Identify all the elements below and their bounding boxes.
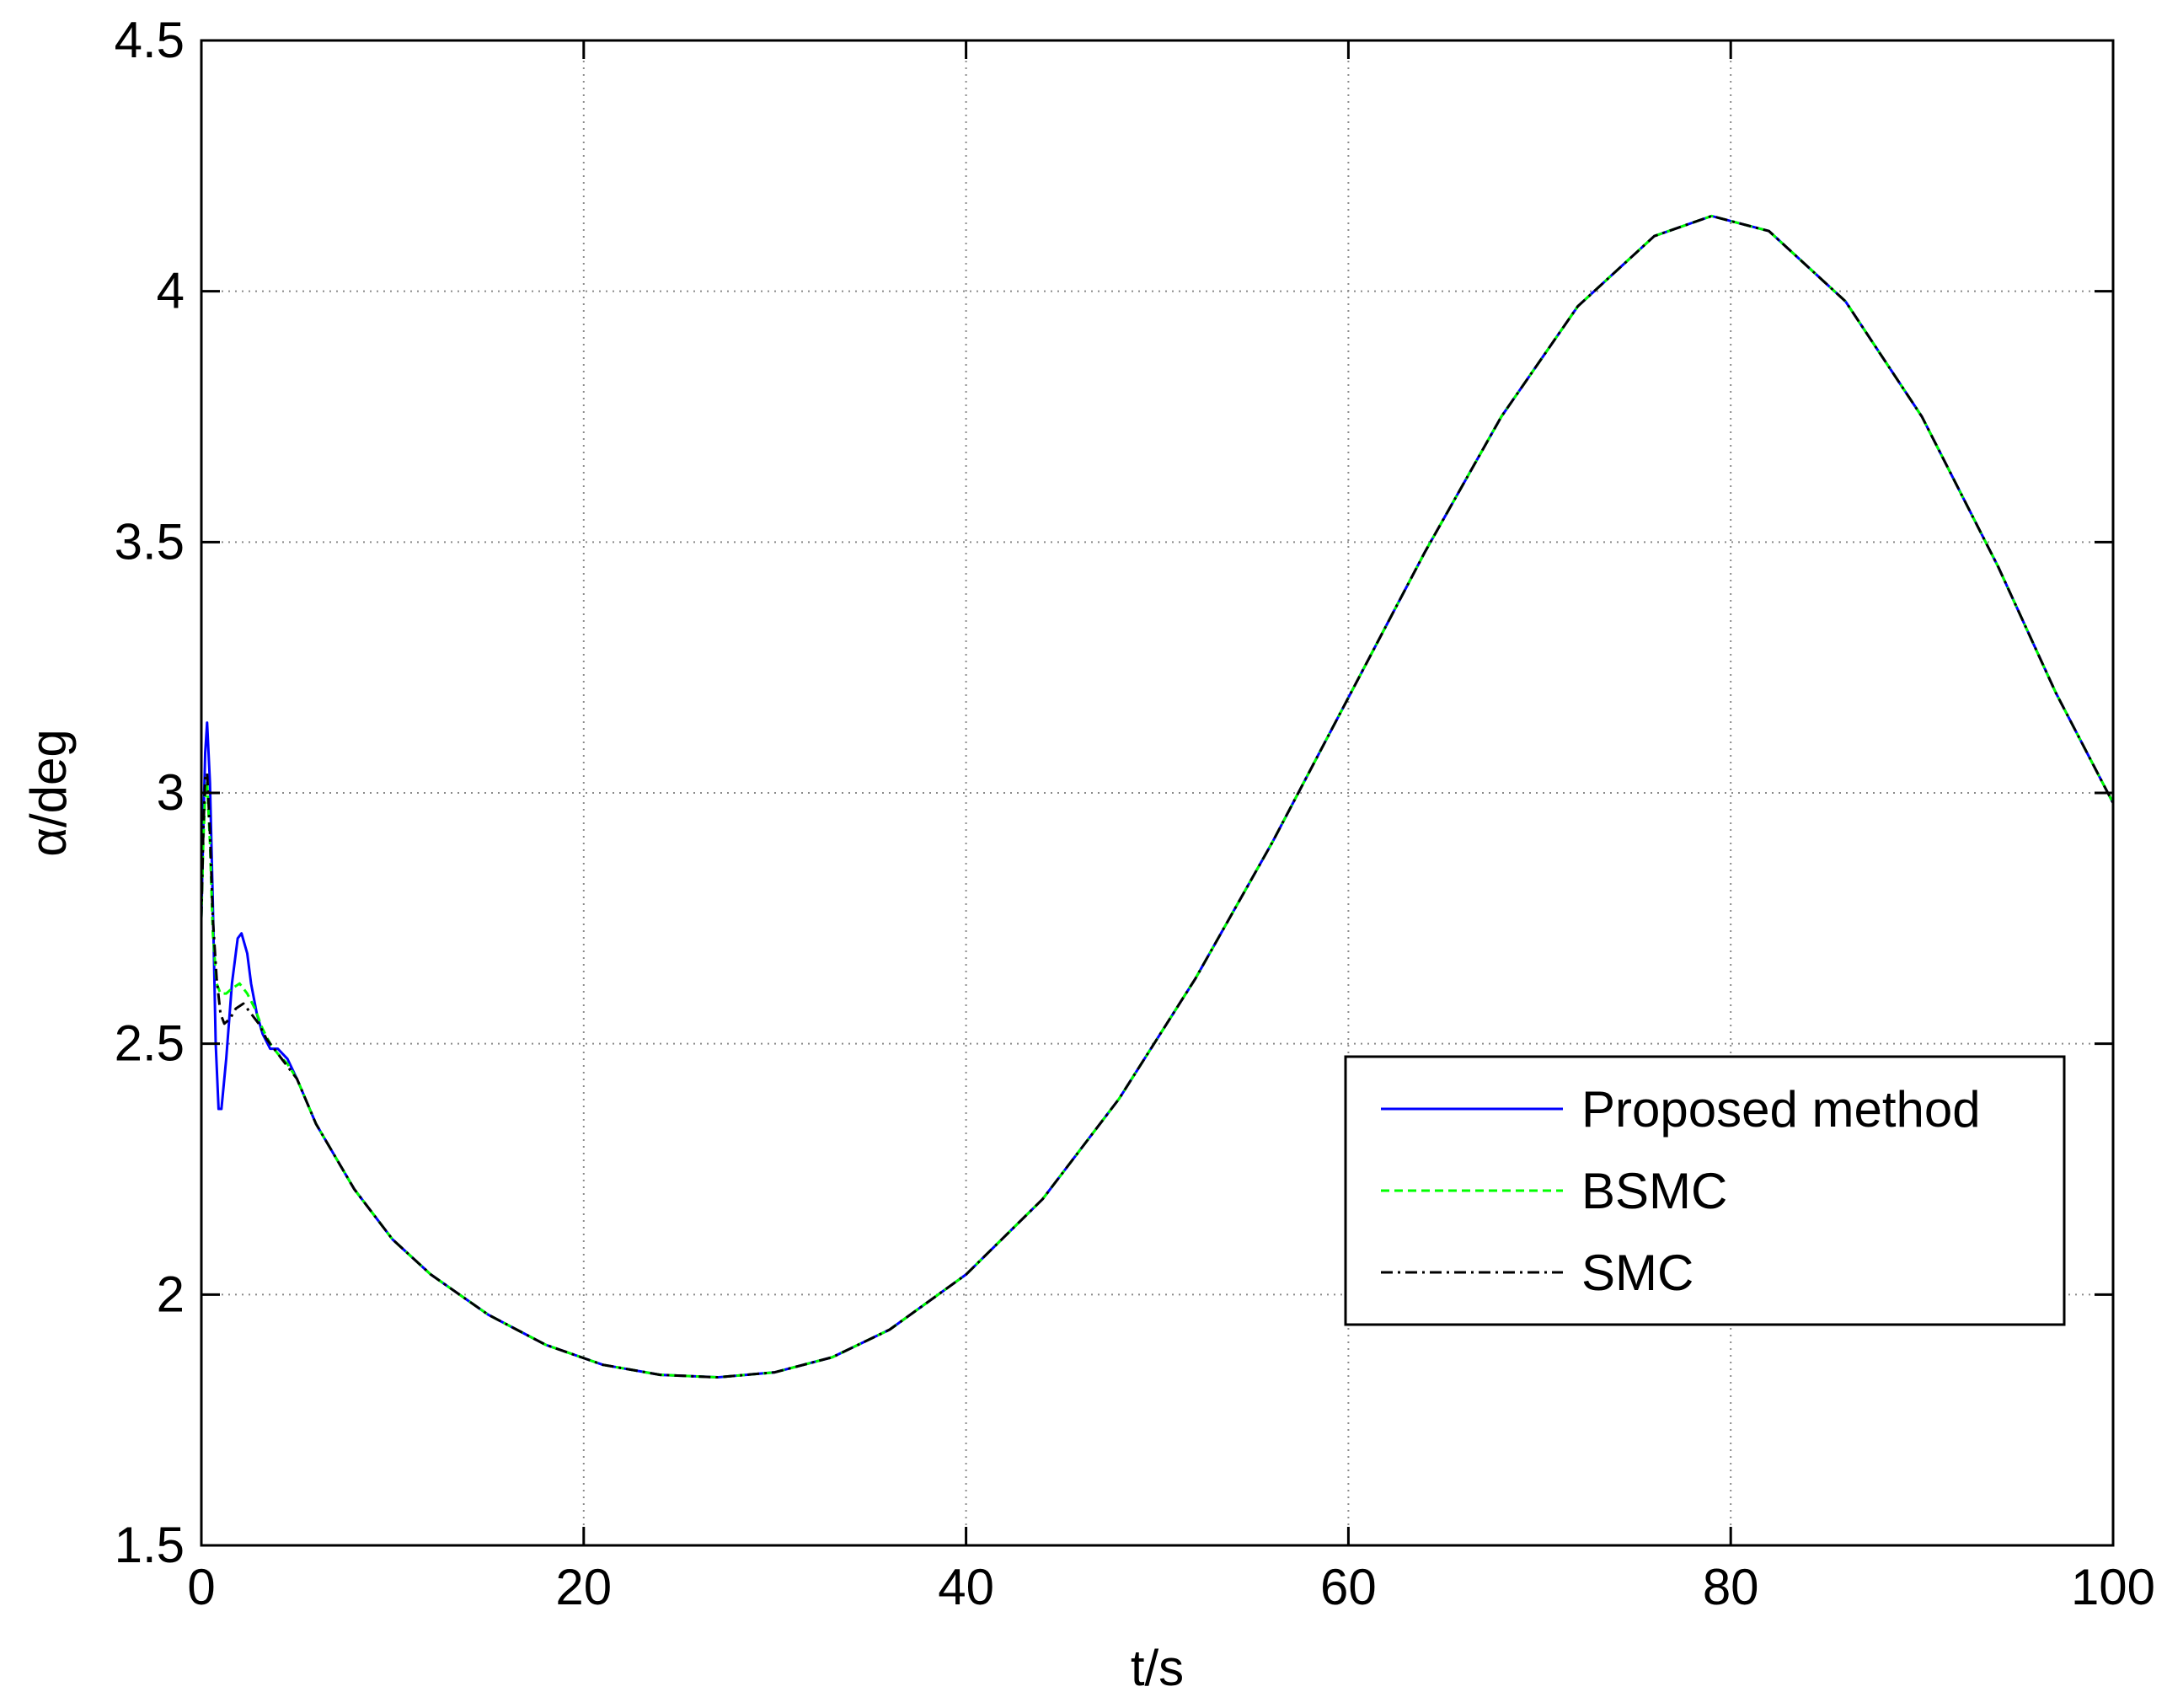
x-tick-label: 0 xyxy=(187,1559,215,1615)
legend-label: Proposed method xyxy=(1581,1081,1981,1138)
y-tick-label: 4.5 xyxy=(115,12,185,68)
legend-label: BSMC xyxy=(1581,1163,1727,1219)
x-tick-label: 40 xyxy=(938,1559,994,1615)
x-axis-label: t/s xyxy=(1131,1640,1184,1696)
axes xyxy=(200,39,2115,1547)
x-tick-label: 60 xyxy=(1320,1559,1377,1615)
y-tick-label: 3.5 xyxy=(115,513,185,570)
y-axis-label: α/deg xyxy=(20,729,77,856)
y-tick-label: 4 xyxy=(157,263,185,319)
tick-labels: 0 20 40 60 80 100 1.5 2 2.5 3 3.5 4 4.5 xyxy=(115,12,2155,1615)
series-group xyxy=(200,214,2115,1379)
x-tick-label: 20 xyxy=(555,1559,612,1615)
legend: Proposed method BSMC SMC xyxy=(1344,1055,2066,1326)
y-tick-label: 3 xyxy=(157,764,185,821)
x-tick-label: 100 xyxy=(2071,1559,2155,1615)
series-line-smc xyxy=(200,214,2115,1379)
y-tick-label: 2.5 xyxy=(115,1015,185,1072)
x-tick-label: 80 xyxy=(1703,1559,1759,1615)
legend-label: SMC xyxy=(1581,1245,1693,1301)
y-tick-label: 1.5 xyxy=(115,1517,185,1573)
y-tick-label: 2 xyxy=(157,1266,185,1322)
series-line-bsmc xyxy=(200,214,2115,1379)
